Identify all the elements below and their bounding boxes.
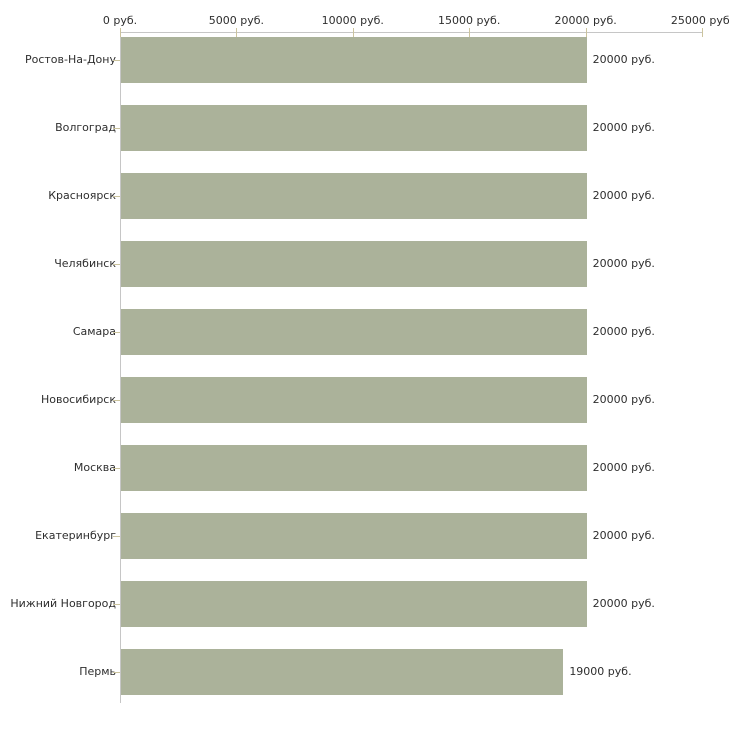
category-label: Самара — [72, 325, 116, 338]
x-axis-tick — [702, 28, 703, 37]
value-label: 20000 руб. — [592, 393, 655, 406]
value-label: 20000 руб. — [592, 53, 655, 66]
category-label: Челябинск — [54, 257, 116, 270]
category-tick — [113, 604, 120, 605]
x-axis-tick — [352, 28, 354, 37]
bar — [121, 581, 587, 627]
category-label: Волгоград — [55, 121, 116, 134]
value-label: 20000 руб. — [592, 461, 655, 474]
y-axis-line — [120, 32, 121, 703]
value-label: 19000 руб. — [569, 665, 632, 678]
x-axis-line — [120, 32, 702, 33]
category-tick — [113, 672, 120, 673]
value-label: 20000 руб. — [592, 325, 655, 338]
category-tick — [113, 332, 120, 333]
category-tick — [113, 400, 120, 401]
bar — [121, 37, 587, 83]
category-tick — [113, 468, 120, 469]
x-axis-tick-label: 25000 руб. — [670, 14, 730, 27]
x-axis-tick-label: 20000 руб. — [554, 14, 617, 27]
category-label: Ростов-На-Дону — [24, 53, 116, 66]
category-label: Красноярск — [48, 189, 116, 202]
bar — [121, 377, 587, 423]
category-tick — [113, 60, 120, 61]
value-label: 20000 руб. — [592, 597, 655, 610]
category-label: Нижний Новгород — [10, 597, 116, 610]
bar — [121, 649, 564, 695]
category-label: Москва — [73, 461, 116, 474]
category-label: Пермь — [79, 665, 116, 678]
bar — [121, 513, 587, 559]
value-label: 20000 руб. — [592, 189, 655, 202]
x-axis-tick-label: 0 руб. — [102, 14, 138, 27]
x-axis-tick — [585, 28, 587, 37]
bar — [121, 241, 587, 287]
x-axis-tick — [120, 28, 121, 37]
category-label: Екатеринбург — [35, 529, 116, 542]
category-tick — [113, 196, 120, 197]
x-axis-tick-label: 10000 руб. — [321, 14, 384, 27]
bar — [121, 173, 587, 219]
category-tick — [113, 264, 120, 265]
bar — [121, 309, 587, 355]
x-axis-tick — [469, 28, 471, 37]
category-label: Новосибирск — [40, 393, 116, 406]
value-label: 20000 руб. — [592, 121, 655, 134]
category-tick — [113, 536, 120, 537]
x-axis-tick-label: 15000 руб. — [438, 14, 501, 27]
value-label: 20000 руб. — [592, 529, 655, 542]
category-tick — [113, 128, 120, 129]
x-axis-tick — [236, 28, 238, 37]
bar — [121, 105, 587, 151]
value-label: 20000 руб. — [592, 257, 655, 270]
bar — [121, 445, 587, 491]
x-axis-tick-label: 5000 руб. — [208, 14, 265, 27]
